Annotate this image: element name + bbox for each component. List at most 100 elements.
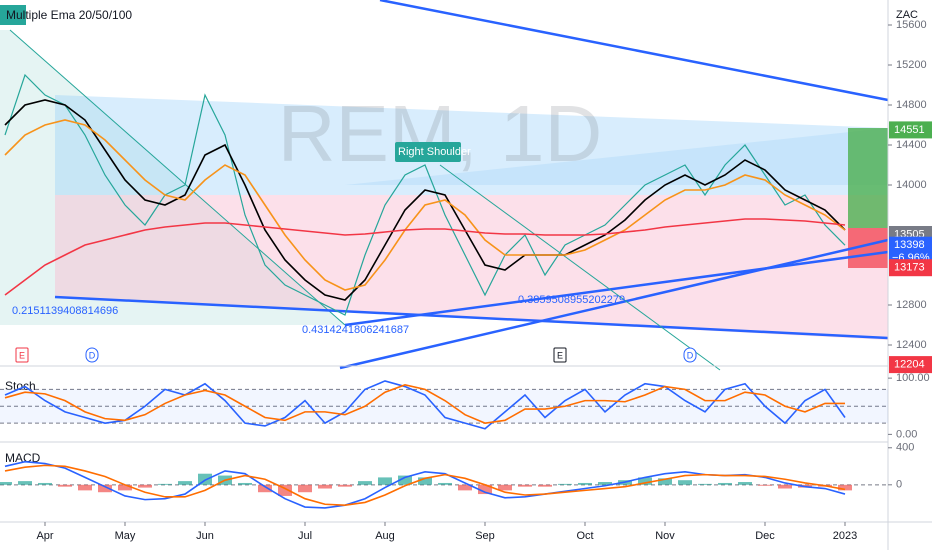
histogram-bar: [18, 481, 32, 485]
annotation: 0.2151139408814696: [12, 305, 118, 317]
histogram-bar: [578, 482, 592, 485]
channel-zone: [345, 128, 888, 185]
x-tick-label: Jun: [196, 530, 214, 542]
price-label-box: [889, 356, 932, 374]
y-tick-label: 0: [896, 479, 902, 491]
histogram-bar: [58, 484, 72, 487]
price-label-box: [889, 259, 932, 277]
histogram-bar: [738, 482, 752, 485]
histogram-bar: [758, 484, 772, 486]
target-box: [848, 128, 888, 228]
histogram-bar: [478, 484, 492, 495]
histogram-bar: [458, 484, 472, 491]
y-tick-label: 15200: [896, 59, 927, 71]
line-series: [4, 464, 846, 506]
event-label: D: [89, 350, 96, 360]
x-tick-label: Apr: [36, 530, 53, 542]
x-tick-label: Aug: [375, 530, 395, 542]
histogram-bar: [418, 477, 432, 485]
event-marker: [683, 347, 697, 363]
y-tick-label: 0.00: [896, 428, 917, 440]
line-series: [4, 380, 846, 430]
event-marker: [15, 347, 29, 363]
histogram-bar: [0, 482, 12, 485]
pattern-zone: [55, 95, 888, 195]
annotation: Right Shoulder: [398, 146, 471, 158]
event-marker: [553, 347, 567, 363]
event-label: E: [557, 350, 563, 360]
x-tick-label: Sep: [475, 530, 495, 542]
trend-line: [339, 238, 889, 370]
trend-line: [344, 250, 889, 327]
line-series: [4, 73, 846, 316]
y-tick-label: 14000: [896, 179, 927, 191]
price-label: 13173: [894, 262, 925, 274]
fib-triangle: [0, 30, 345, 325]
x-tick-label: Jul: [298, 530, 312, 542]
histogram-bar: [538, 484, 552, 487]
histogram-bar: [718, 482, 732, 485]
y-tick-label: 14400: [896, 139, 927, 151]
fib-line: [9, 29, 346, 326]
y-tick-label: 100.00: [896, 372, 930, 384]
histogram-bar: [398, 475, 412, 485]
x-tick-label: Nov: [655, 530, 675, 542]
histogram-bar: [338, 484, 352, 487]
x-tick-label: 2023: [833, 530, 857, 542]
trend-line: [54, 295, 889, 340]
price-label-box: [889, 121, 932, 139]
histogram-bar: [238, 482, 252, 485]
histogram-bar: [158, 483, 172, 485]
event-label: E: [19, 350, 25, 360]
histogram-bar: [78, 484, 92, 491]
price-label: 13398: [894, 239, 925, 251]
histogram-bar: [298, 484, 312, 493]
histogram-bar: [438, 482, 452, 485]
histogram-bar: [518, 484, 532, 487]
event-marker: [85, 347, 99, 363]
line-series: [4, 119, 846, 291]
x-tick-label: Dec: [755, 530, 775, 542]
fib-line: [439, 164, 721, 371]
annotation: 0.4314241806241687: [302, 324, 409, 336]
x-tick-label: Oct: [576, 530, 593, 542]
trend-line: [379, 0, 889, 102]
x-tick-label: May: [115, 530, 136, 542]
histogram-bar: [118, 484, 132, 491]
histogram-bar: [318, 484, 332, 489]
histogram-bar: [778, 484, 792, 489]
annotation-box: [395, 142, 461, 162]
histogram-bar: [598, 482, 612, 485]
histogram-bar: [378, 477, 392, 485]
histogram-bar: [678, 480, 692, 485]
y-tick-label: 12400: [896, 339, 927, 351]
histogram-bar: [278, 484, 292, 496]
histogram-bar: [38, 482, 52, 485]
y-tick-label: 12800: [896, 299, 927, 311]
histogram-bar: [498, 484, 512, 491]
histogram-bar: [258, 484, 272, 493]
chart-title: Multiple Ema 20/50/100: [6, 8, 132, 22]
price-label: 12204: [894, 359, 925, 371]
histogram-bar: [558, 483, 572, 485]
histogram-bar: [638, 477, 652, 485]
histogram-bar: [178, 481, 192, 485]
event-label: D: [687, 350, 694, 360]
unit-label: ZAC: [896, 9, 918, 21]
histogram-bar: [698, 483, 712, 485]
line-series: [4, 384, 845, 424]
line-series: [4, 99, 846, 301]
y-tick-label: 400: [896, 442, 914, 454]
histogram-bar: [198, 473, 212, 485]
histogram-bar: [838, 484, 852, 491]
histogram-bar: [358, 481, 372, 485]
histogram-bar: [98, 484, 112, 493]
title-badge: [0, 5, 26, 25]
price-label: 14551: [894, 124, 925, 136]
line-series: [4, 218, 846, 296]
histogram-bar: [138, 484, 152, 488]
watermark: REM, 1D: [278, 89, 603, 178]
annotation: 0.3859508955202279: [518, 294, 625, 306]
histogram-bar: [658, 478, 672, 485]
